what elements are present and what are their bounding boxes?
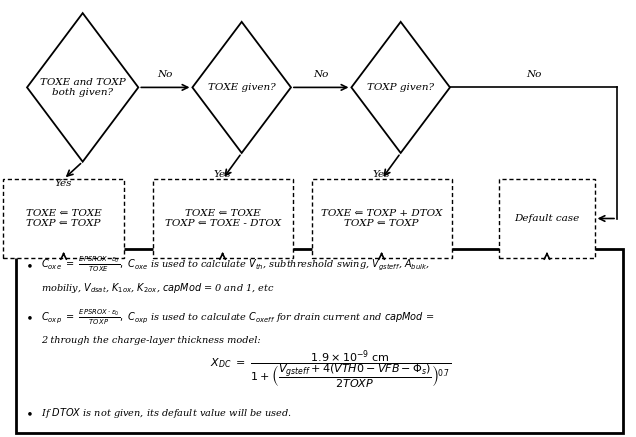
Polygon shape bbox=[351, 22, 450, 153]
Bar bbox=[16, 249, 623, 433]
Bar bbox=[153, 179, 293, 258]
Text: Yes: Yes bbox=[373, 170, 391, 179]
Bar bbox=[3, 179, 124, 258]
Text: $\bullet$: $\bullet$ bbox=[25, 406, 33, 420]
Text: $C_{oxe}$ $=$ $\frac{EPSROX\cdot\varepsilon_0}{TOXE}$$,\ C_{oxe}$ is used to cal: $C_{oxe}$ $=$ $\frac{EPSROX\cdot\varepsi… bbox=[41, 255, 431, 274]
Text: Yes: Yes bbox=[55, 179, 73, 188]
Text: No: No bbox=[526, 70, 541, 79]
Text: No: No bbox=[158, 70, 173, 79]
Text: Default case: Default case bbox=[515, 214, 579, 223]
Text: $\bullet$: $\bullet$ bbox=[25, 310, 33, 323]
Polygon shape bbox=[27, 13, 139, 162]
Text: $\bullet$: $\bullet$ bbox=[25, 258, 33, 271]
Text: No: No bbox=[314, 70, 329, 79]
Bar bbox=[499, 179, 595, 258]
Text: Yes: Yes bbox=[214, 170, 232, 179]
Text: If $DTOX$ is not given, its default value will be used.: If $DTOX$ is not given, its default valu… bbox=[41, 406, 293, 420]
Text: $C_{oxp}$ $=$ $\frac{EPSROX\cdot\varepsilon_0}{TOXP}$$,\ C_{oxp}$ is used to cal: $C_{oxp}$ $=$ $\frac{EPSROX\cdot\varepsi… bbox=[41, 307, 435, 326]
Text: 2 through the charge-layer thickness model:: 2 through the charge-layer thickness mod… bbox=[41, 336, 261, 345]
Text: TOXE given?: TOXE given? bbox=[208, 83, 275, 92]
Bar bbox=[312, 179, 452, 258]
Text: mobiliy, $V_{dsat}$, $K_{1ox}$, $K_{2ox}$, $capMod$ = 0 and 1, etc: mobiliy, $V_{dsat}$, $K_{1ox}$, $K_{2ox}… bbox=[41, 281, 275, 295]
Text: TOXE ⇐ TOXE
TOXP ⇐ TOXP: TOXE ⇐ TOXE TOXP ⇐ TOXP bbox=[25, 209, 102, 228]
Text: $X_{DC}\ =\ \dfrac{1.9\times10^{-9}\ \mathrm{cm}}{1+\left(\dfrac{V_{gsteff}+4(VT: $X_{DC}\ =\ \dfrac{1.9\times10^{-9}\ \ma… bbox=[210, 348, 452, 391]
Text: TOXE ⇐ TOXP + DTOX
TOXP ⇐ TOXP: TOXE ⇐ TOXP + DTOX TOXP ⇐ TOXP bbox=[321, 209, 442, 228]
Text: TOXP given?: TOXP given? bbox=[367, 83, 434, 92]
Text: TOXE ⇐ TOXE
TOXP ⇐ TOXE - DTOX: TOXE ⇐ TOXE TOXP ⇐ TOXE - DTOX bbox=[165, 209, 280, 228]
Polygon shape bbox=[192, 22, 291, 153]
Text: TOXE and TOXP
both given?: TOXE and TOXP both given? bbox=[40, 78, 125, 97]
